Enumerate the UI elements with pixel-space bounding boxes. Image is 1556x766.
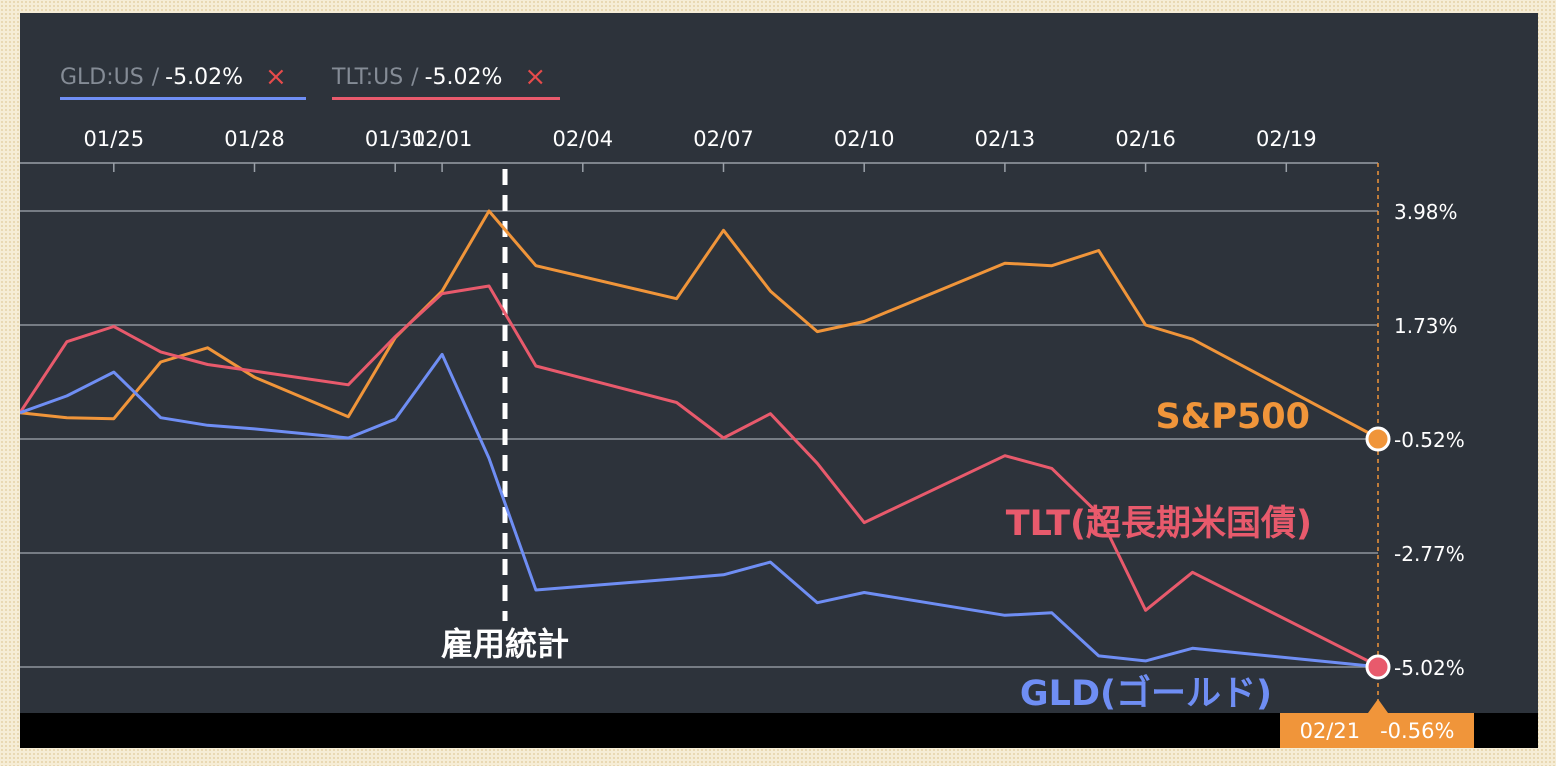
x-tick-label: 02/13 (975, 127, 1036, 151)
tlt-label: TLT(超長期米国債) (1006, 504, 1312, 544)
x-tick-label: 02/07 (693, 127, 754, 151)
event-label: 雇用統計 (441, 625, 569, 663)
y-tick-label: 1.73% (1394, 314, 1458, 338)
y-tick-label: -2.77% (1394, 542, 1465, 566)
sp500-label: S&P500 (1156, 397, 1310, 437)
x-tick-label: 01/31 (365, 127, 426, 151)
x-tick-label: 01/28 (224, 127, 285, 151)
legend-ticker-gld: GLD:US (60, 64, 144, 90)
x-tick-label: 02/10 (834, 127, 895, 151)
gld-label: GLD(ゴールド) (1020, 673, 1272, 714)
y-tick-label: -5.02% (1394, 656, 1465, 680)
legend-value-tlt: -5.02% (424, 64, 503, 90)
tlt-endpoint-dot (1365, 654, 1391, 680)
series-line (20, 352, 1381, 669)
chart-panel: 3.98% 1.73% -0.52% -2.77% -5.02% 01/25 01/28 01… (20, 13, 1538, 748)
series-line (20, 209, 1381, 441)
legend-value-gld: -5.02% (165, 64, 243, 90)
series-line (20, 284, 1381, 669)
x-tick-label: 02/01 (412, 127, 473, 151)
line-chart: 3.98% 1.73% -0.52% -2.77% -5.02% 01/25 01/28 01… (20, 127, 1465, 714)
x-tick-label: 02/04 (553, 127, 614, 151)
legend-separator-gld: / (151, 64, 160, 90)
crosshair-tooltip: 02/21 -0.56% (1280, 713, 1474, 748)
legend-item-gld[interactable]: GLD:US / -5.02% × (60, 57, 306, 100)
close-icon[interactable]: × (524, 62, 547, 92)
y-tick-label: -0.52% (1394, 428, 1465, 452)
legend-separator-tlt: / (411, 64, 419, 90)
tooltip-date: 02/21 (1299, 718, 1361, 743)
tooltip-value: -0.56% (1380, 718, 1455, 743)
legend-ticker-tlt: TLT:US (332, 64, 404, 90)
legend-item-tlt[interactable]: TLT:US / -5.02% × (332, 57, 560, 100)
x-tick-label: 01/25 (84, 127, 145, 151)
close-icon[interactable]: × (264, 62, 287, 92)
crosshair-tooltip-arrow (1368, 699, 1388, 713)
sp500-endpoint-dot (1365, 426, 1391, 452)
x-tick-label: 02/16 (1115, 127, 1176, 151)
y-tick-label: 3.98% (1394, 200, 1458, 224)
x-tick-label: 02/19 (1256, 127, 1317, 151)
